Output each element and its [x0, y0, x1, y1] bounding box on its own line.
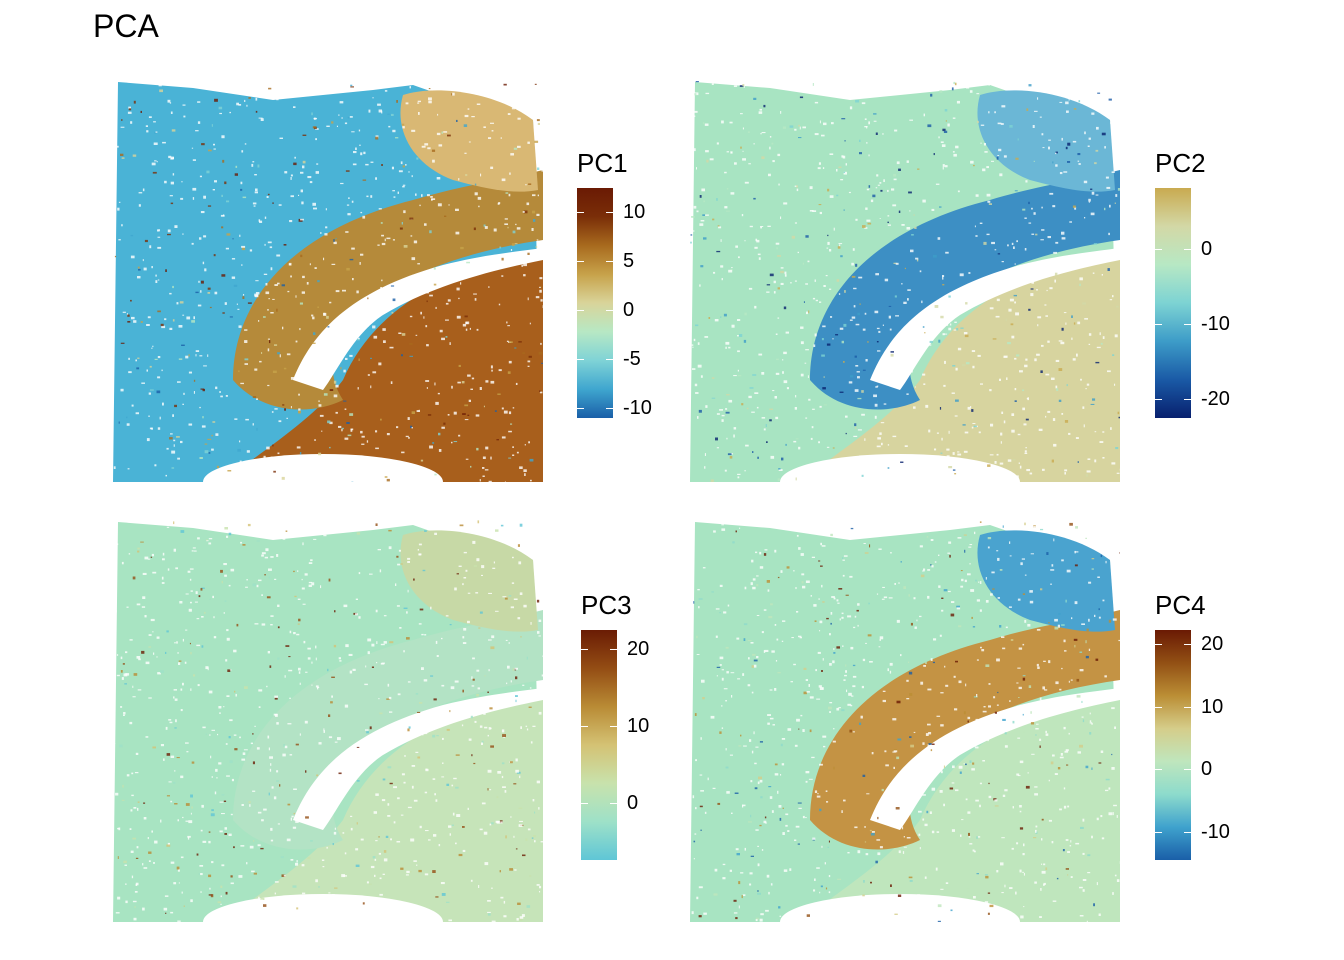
- colorbar-tick-label: -20: [1201, 388, 1230, 411]
- gland-top-region: [977, 530, 1115, 632]
- colorbar-tick-label: 10: [627, 714, 650, 737]
- colorbar-tick-mark: [1155, 769, 1162, 771]
- colorbar-tick-mark: [1184, 769, 1191, 771]
- colorbar-tick-label: 0: [1201, 238, 1213, 261]
- colorbar-tick-mark: [1155, 324, 1162, 326]
- colorbar-tick-mark: [1184, 249, 1191, 251]
- colorbar-tick-label: -5: [623, 348, 641, 370]
- legend-title-pc2: PC2: [1155, 148, 1206, 178]
- colorbar-tick-mark: [606, 309, 613, 311]
- figure-title: PCA: [93, 8, 159, 44]
- colorbar-tick-mark: [1184, 644, 1191, 646]
- gland-top-region: [977, 90, 1115, 192]
- colorbar-tick-mark: [581, 649, 588, 651]
- spatial-map-pc1: [113, 80, 543, 482]
- bottom-gap: [203, 454, 443, 482]
- gland-top-region: [400, 90, 538, 192]
- colorbar-tick-mark: [1184, 706, 1191, 708]
- colorbar-tick-mark: [606, 359, 613, 360]
- colorbar-tick-label: 10: [623, 200, 646, 223]
- colorbar-tick-label: -10: [1201, 313, 1230, 336]
- spatial-map-pc3: [113, 520, 543, 922]
- colorbar-tick-mark: [610, 649, 617, 651]
- colorbar-tick-mark: [577, 309, 584, 311]
- gland-top-region: [400, 530, 538, 632]
- colorbar-tick-mark: [606, 211, 613, 213]
- colorbar-tick-label: 0: [623, 298, 635, 321]
- colorbar-tick-label: -10: [1201, 820, 1230, 843]
- lumen-gap: [293, 248, 543, 390]
- colorbar-tick-mark: [1184, 324, 1191, 326]
- colorbar-pc4: [1155, 630, 1191, 860]
- colorbar-pc3: [581, 630, 617, 860]
- colorbar-tick-mark: [577, 359, 584, 360]
- colorbar-tick-label: 20: [1201, 633, 1224, 656]
- spatial-map-pc2: [690, 80, 1120, 482]
- lower-region: [223, 690, 543, 922]
- colorbar-tick-mark: [1155, 644, 1162, 646]
- colorbar-tick-mark: [581, 725, 588, 727]
- legend-title-pc3: PC3: [581, 590, 632, 620]
- lower-region: [800, 690, 1120, 922]
- colorbar-tick-mark: [1155, 399, 1162, 401]
- lumen-gap: [870, 248, 1120, 390]
- colorbar-tick-label: 5: [623, 249, 635, 272]
- legend-title-pc1: PC1: [577, 148, 628, 178]
- spatial-map-pc4: [690, 520, 1120, 922]
- colorbar-tick-mark: [1155, 249, 1162, 251]
- colorbar-tick-label: 0: [627, 791, 639, 814]
- lower-region: [223, 250, 543, 482]
- colorbar-tick-mark: [1184, 831, 1191, 833]
- colorbar-tick-mark: [577, 211, 584, 213]
- colorbar-tick-mark: [577, 408, 584, 410]
- colorbar-tick-label: 0: [1201, 758, 1213, 781]
- colorbar-tick-mark: [606, 260, 613, 262]
- colorbar-tick-mark: [610, 725, 617, 727]
- colorbar-tick-label: -10: [623, 397, 652, 420]
- colorbar-tick-mark: [1155, 831, 1162, 833]
- colorbar-tick-mark: [610, 802, 617, 804]
- lumen-gap: [870, 688, 1120, 830]
- lumen-gap: [293, 688, 543, 830]
- colorbar-tick-label: 20: [627, 638, 650, 661]
- colorbar-tick-mark: [1184, 399, 1191, 401]
- colorbar-tick-mark: [606, 408, 613, 410]
- bottom-gap: [780, 454, 1020, 482]
- colorbar-tick-mark: [577, 260, 584, 262]
- colorbar-tick-mark: [581, 802, 588, 804]
- lower-region: [800, 250, 1120, 482]
- colorbar-tick-label: 10: [1201, 695, 1224, 718]
- bottom-gap: [780, 894, 1020, 922]
- colorbar-pc1: [577, 188, 613, 418]
- colorbar-tick-mark: [1155, 706, 1162, 708]
- colorbar-pc2: [1155, 188, 1191, 418]
- legend-title-pc4: PC4: [1155, 590, 1206, 620]
- bottom-gap: [203, 894, 443, 922]
